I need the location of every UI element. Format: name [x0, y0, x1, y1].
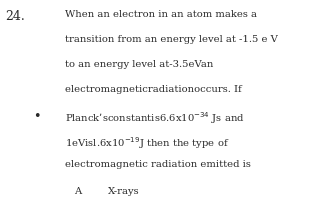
- Text: Planck’sconstantis6.6x10$^{-34}$ Js and: Planck’sconstantis6.6x10$^{-34}$ Js and: [65, 110, 244, 125]
- Text: to an energy level at-3.5eVan: to an energy level at-3.5eVan: [65, 60, 213, 69]
- Text: electromagnetic radiation emitted is: electromagnetic radiation emitted is: [65, 160, 251, 169]
- Text: X-rays: X-rays: [108, 186, 139, 195]
- Text: When an electron in an atom makes a: When an electron in an atom makes a: [65, 10, 257, 19]
- Text: transition from an energy level at -1.5 e V: transition from an energy level at -1.5 …: [65, 35, 277, 44]
- Text: •: •: [33, 110, 41, 123]
- Text: 1eVisl.6x10$^{-19}$J then the type of: 1eVisl.6x10$^{-19}$J then the type of: [65, 135, 229, 150]
- Text: A: A: [74, 186, 82, 195]
- Text: 24.: 24.: [5, 10, 25, 23]
- Text: electromagneticradiationoccurs. If: electromagneticradiationoccurs. If: [65, 85, 241, 94]
